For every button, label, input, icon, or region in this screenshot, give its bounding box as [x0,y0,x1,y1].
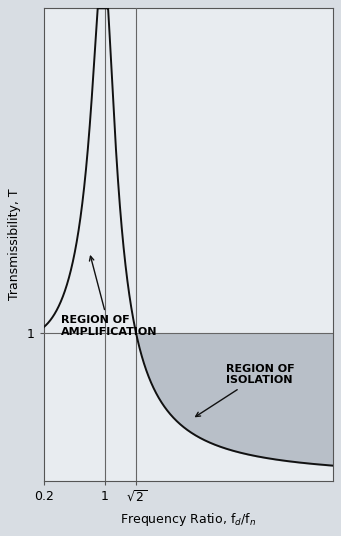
Text: REGION OF
ISOLATION: REGION OF ISOLATION [196,364,295,416]
Text: REGION OF
AMPLIFICATION: REGION OF AMPLIFICATION [60,256,157,337]
Y-axis label: Transmissibility, T: Transmissibility, T [8,189,21,301]
X-axis label: Frequency Ratio, f$_d$/f$_n$: Frequency Ratio, f$_d$/f$_n$ [120,511,256,527]
